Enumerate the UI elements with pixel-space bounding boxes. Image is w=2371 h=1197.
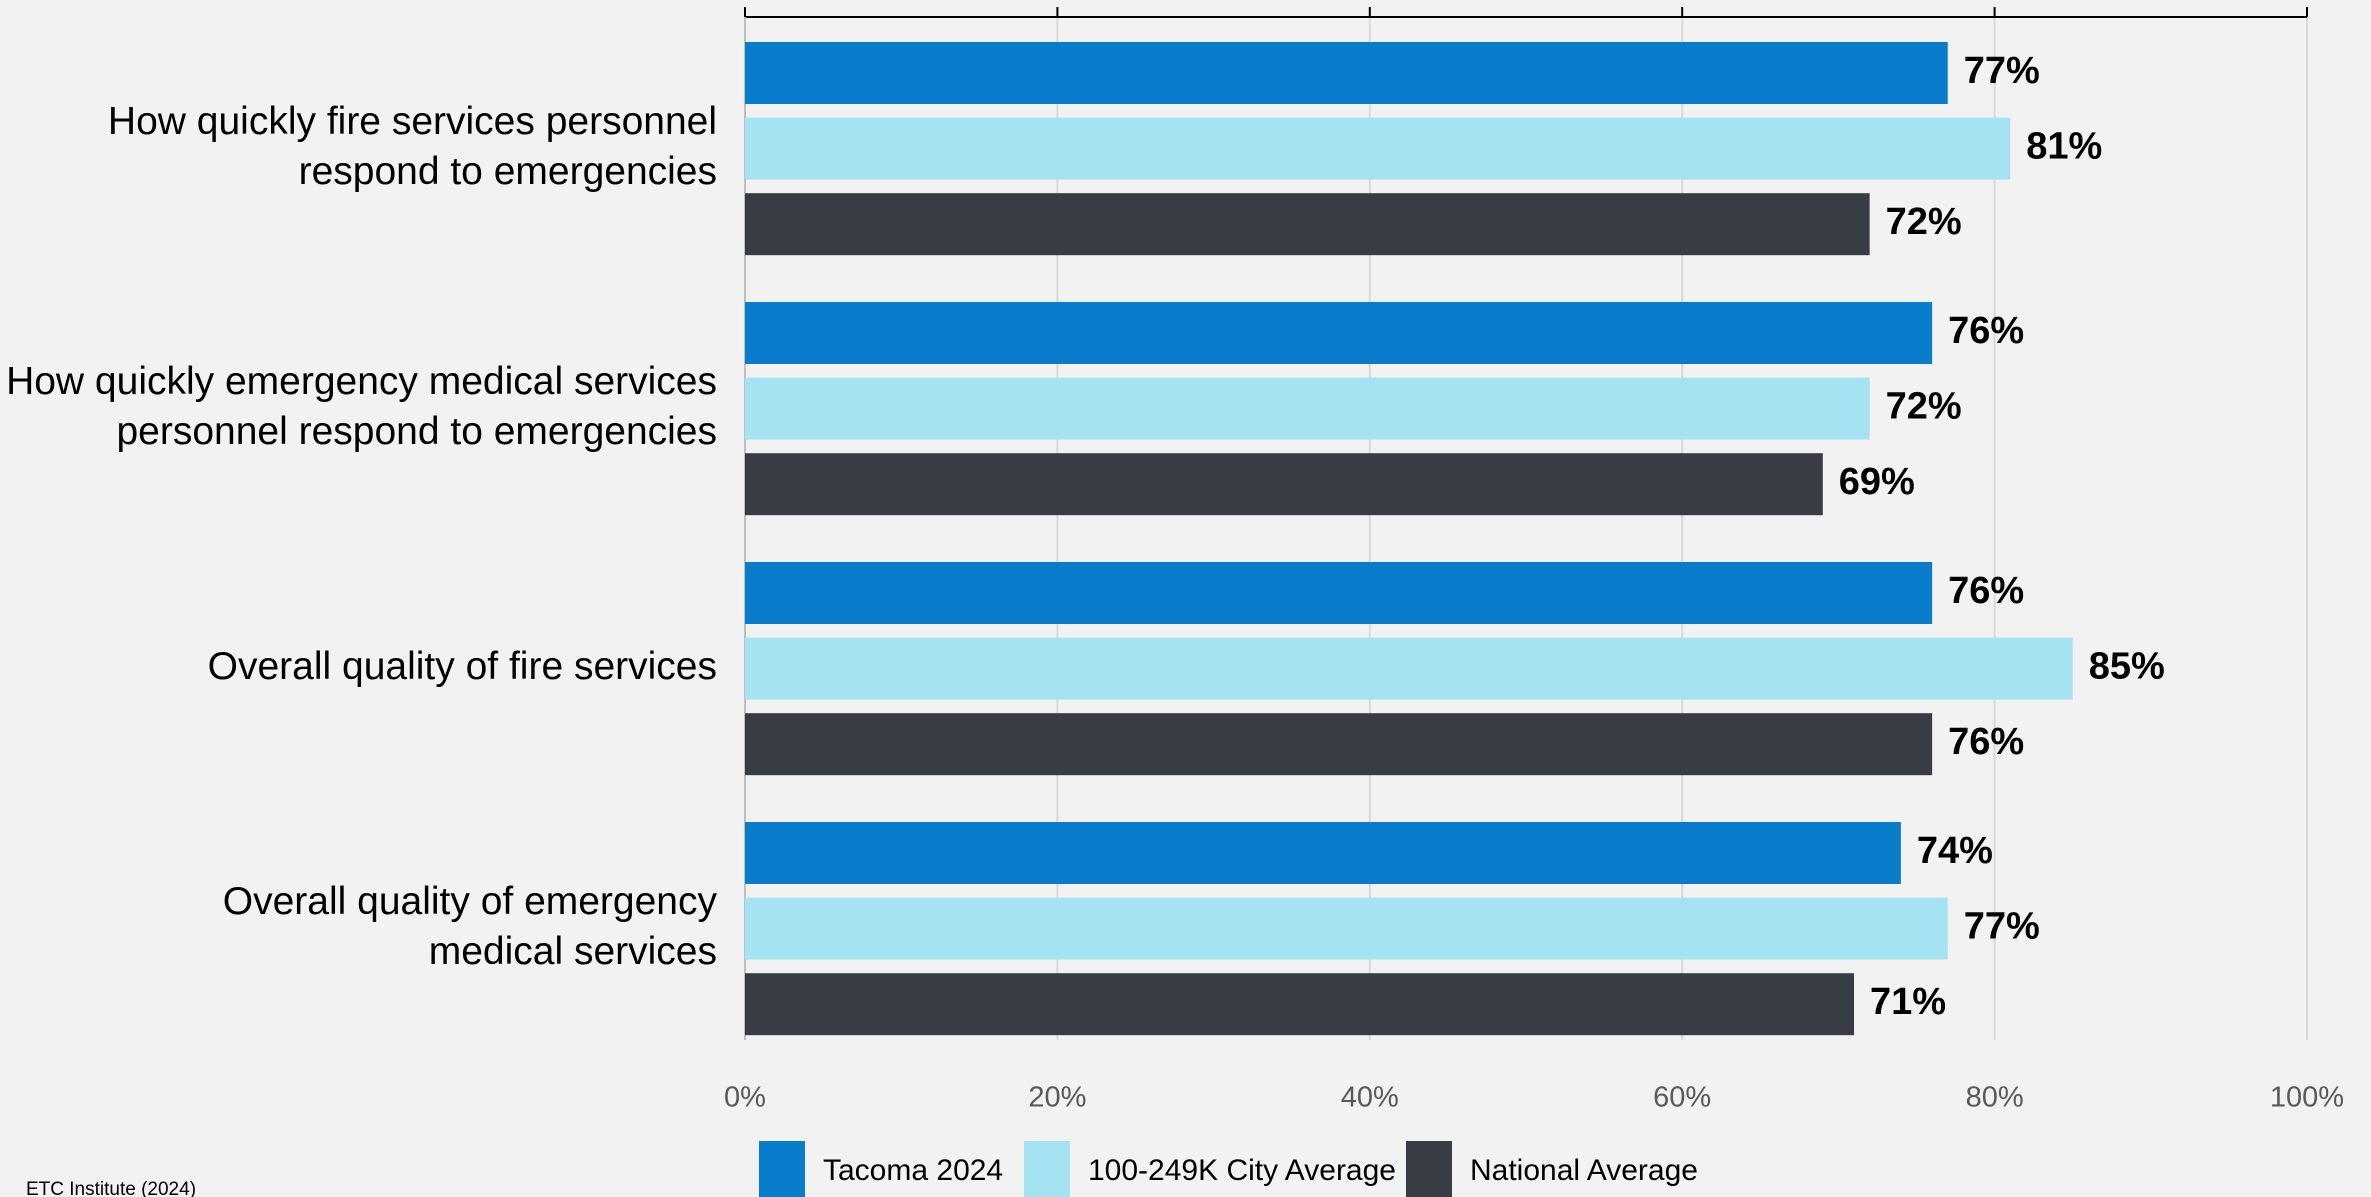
value-label: 69% <box>1839 461 1915 503</box>
bar <box>745 42 1948 104</box>
category-label: Overall quality of emergency <box>223 880 718 923</box>
legend-label: National Average <box>1470 1154 1698 1187</box>
value-label: 76% <box>1948 310 2024 352</box>
value-label: 72% <box>1886 386 1962 428</box>
x-tick-label: 60% <box>1653 1082 1711 1114</box>
legend-swatch <box>759 1141 805 1197</box>
bar <box>745 193 1870 256</box>
x-tick-label: 40% <box>1341 1082 1399 1114</box>
x-tick-label: 80% <box>1966 1082 2024 1114</box>
bar <box>745 973 1855 1036</box>
bar <box>745 453 1823 516</box>
bar <box>745 822 1901 884</box>
legend-label: Tacoma 2024 <box>823 1154 1003 1187</box>
bar <box>745 302 1933 364</box>
value-label: 76% <box>1948 721 2024 763</box>
x-tick-label: 0% <box>724 1082 766 1114</box>
bar <box>745 117 2011 180</box>
category-label: respond to emergencies <box>299 150 717 193</box>
legend-swatch <box>1024 1141 1070 1197</box>
bar <box>745 377 1870 440</box>
value-label: 71% <box>1870 981 1946 1023</box>
value-label: 85% <box>2089 646 2165 688</box>
value-label: 76% <box>1948 570 2024 612</box>
value-label: 77% <box>1964 50 2040 92</box>
value-label: 77% <box>1964 906 2040 948</box>
category-label: Overall quality of fire services <box>208 645 717 688</box>
category-label: medical services <box>429 930 717 973</box>
bar <box>745 562 1933 624</box>
legend-swatch <box>1406 1141 1452 1197</box>
value-label: 72% <box>1886 201 1962 243</box>
bar <box>745 897 1948 960</box>
value-label: 74% <box>1917 830 1993 872</box>
bar <box>745 637 2073 700</box>
x-tick-label: 20% <box>1028 1082 1086 1114</box>
category-label: personnel respond to emergencies <box>116 410 717 453</box>
value-label: 81% <box>2026 126 2102 168</box>
x-tick-label: 100% <box>2270 1082 2344 1114</box>
legend-label: 100-249K City Average <box>1088 1154 1396 1187</box>
category-label: How quickly emergency medical services <box>6 360 717 403</box>
bar <box>745 713 1933 776</box>
source-note: ETC Institute (2024) <box>26 1179 196 1197</box>
category-label: How quickly fire services personnel <box>108 100 717 143</box>
